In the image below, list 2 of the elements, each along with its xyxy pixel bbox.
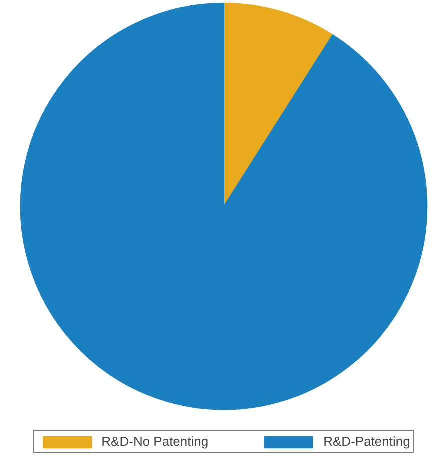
- legend-label: R&D-No Patenting: [102, 434, 209, 449]
- legend-label: R&D-Patenting: [324, 434, 410, 449]
